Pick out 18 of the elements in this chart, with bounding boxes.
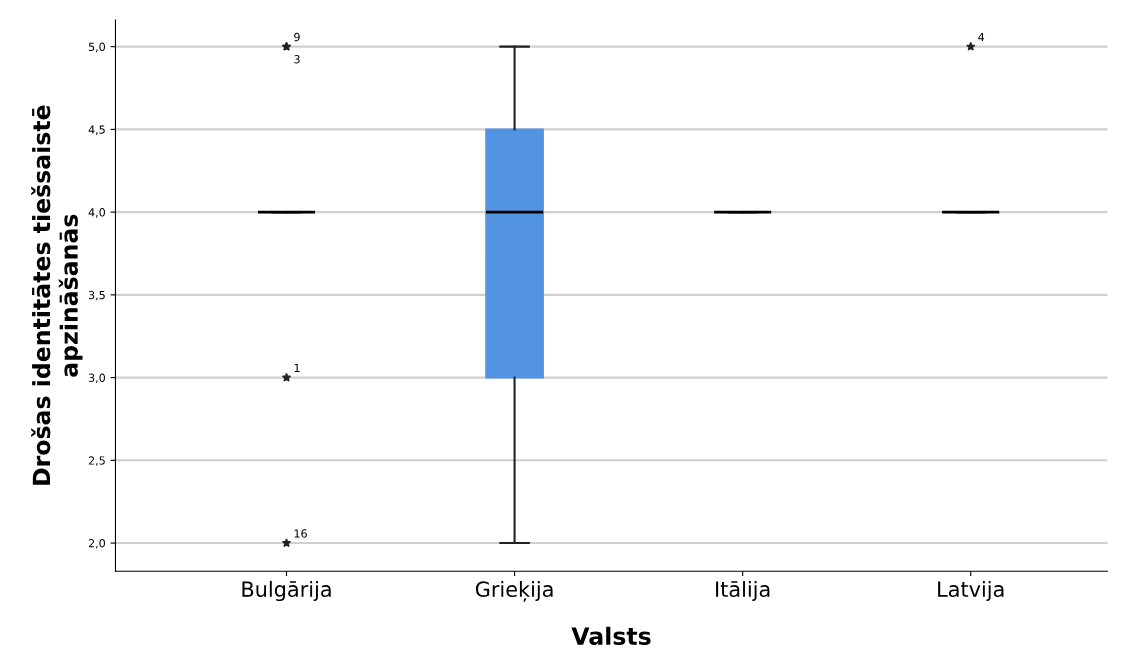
y-axis-title: Drošas identitātes tiešsaistē apzināšanās [31, 105, 83, 485]
x-tick-label: Itālija [716, 580, 770, 602]
y-tick-label: 5,0 [88, 42, 105, 53]
y-tick-label: 3,5 [88, 290, 105, 301]
x-tick-label: Grieķija [475, 580, 553, 602]
annotation: 9 [294, 32, 300, 42]
y-tick-label: 4,0 [88, 208, 105, 218]
annotation: 1 [294, 363, 300, 373]
y-tick-label: 4,5 [88, 125, 105, 135]
y-tick-label: 2,5 [88, 456, 105, 466]
x-tick-label: Latvija [938, 580, 1004, 602]
annotation: 3 [294, 55, 300, 64]
y-tick-label: 2,0 [88, 539, 105, 549]
x-tick-label: Bulgārija [242, 580, 331, 602]
annotation: 4 [978, 32, 985, 42]
y-tick-label: 3,0 [88, 373, 105, 384]
x-axis-title: Valsts [571, 626, 651, 646]
annotation: 16 [294, 529, 307, 538]
